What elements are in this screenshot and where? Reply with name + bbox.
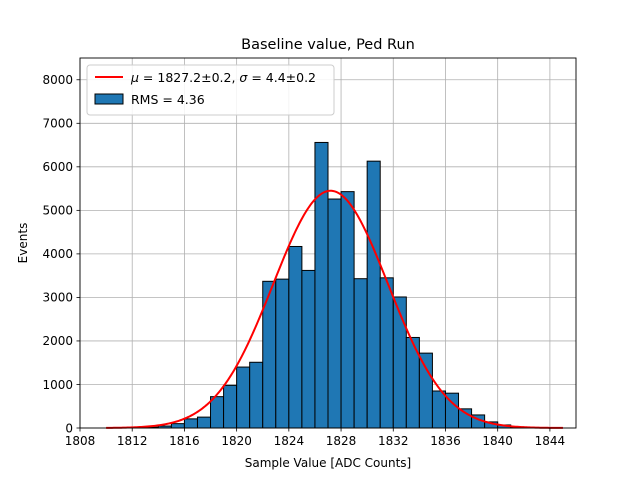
plot-frame (79, 57, 577, 429)
histogram-bar (366, 160, 381, 429)
legend-sigma-text: = 4.4±0.2 (247, 70, 316, 85)
y-tick-label: 7000 (42, 117, 73, 131)
histogram-bar (236, 366, 251, 429)
y-tick-label: 6000 (42, 160, 73, 174)
y-tick-label: 0 (65, 421, 73, 435)
histogram-bar (327, 198, 342, 429)
x-tick-label: 1844 (535, 434, 566, 448)
x-tick-label: 1816 (169, 434, 200, 448)
legend-mu-text: = 1827.2±0.2, (139, 70, 239, 85)
histogram-bar (418, 352, 433, 429)
y-tick-label: 4000 (42, 247, 73, 261)
histogram-bar (196, 416, 212, 429)
x-axis-ticks: 1808 1812 1816 1820 1824 1828 1832 1836 1840 1844 (65, 428, 565, 448)
x-tick-label: 1832 (378, 434, 409, 448)
gaussian-fit-curve (106, 189, 563, 429)
x-tick-label: 1808 (65, 434, 96, 448)
legend: μ = 1827.2±0.2, σ = 4.4±0.2 RMS = 4.36 (86, 64, 335, 116)
histogram-bar (314, 141, 329, 429)
histogram-bars (131, 141, 551, 429)
histogram-bar (210, 396, 225, 429)
y-axis-label: Events (16, 223, 30, 264)
x-tick-label: 1836 (430, 434, 461, 448)
legend-hist-label: RMS = 4.36 (131, 92, 205, 107)
histogram-bar (288, 245, 303, 429)
histogram-bar (431, 390, 446, 429)
histogram-bar (223, 384, 238, 429)
legend-mu-symbol: μ (130, 70, 139, 85)
histogram-bar (275, 278, 290, 429)
y-tick-label: 5000 (42, 204, 73, 218)
y-axis-ticks: 0 1000 2000 3000 4000 5000 6000 7000 8000 (42, 73, 80, 435)
legend-hist-swatch (94, 93, 124, 105)
legend-box (86, 64, 335, 116)
y-tick-label: 8000 (42, 73, 73, 87)
x-tick-label: 1824 (274, 434, 305, 448)
x-tick-label: 1840 (482, 434, 513, 448)
legend-fit-label: μ = 1827.2±0.2, σ = 4.4±0.2 (130, 70, 316, 85)
x-axis-label: Sample Value [ADC Counts] (245, 456, 411, 470)
chart-title: Baseline value, Ped Run (241, 37, 415, 53)
histogram-bar (170, 423, 185, 429)
x-tick-label: 1828 (326, 434, 357, 448)
y-tick-label: 1000 (42, 378, 73, 392)
y-tick-label: 3000 (42, 291, 73, 305)
histogram-bar (353, 278, 368, 429)
legend-sigma-symbol: σ (239, 70, 248, 85)
x-tick-label: 1812 (117, 434, 148, 448)
histogram-bar (183, 418, 198, 429)
histogram-bar (340, 191, 355, 429)
y-tick-label: 2000 (42, 334, 73, 348)
histogram-bar (301, 269, 316, 429)
histogram-bar (392, 296, 407, 429)
histogram-bar (379, 277, 394, 429)
histogram-bar (249, 361, 264, 429)
x-tick-label: 1820 (221, 434, 252, 448)
